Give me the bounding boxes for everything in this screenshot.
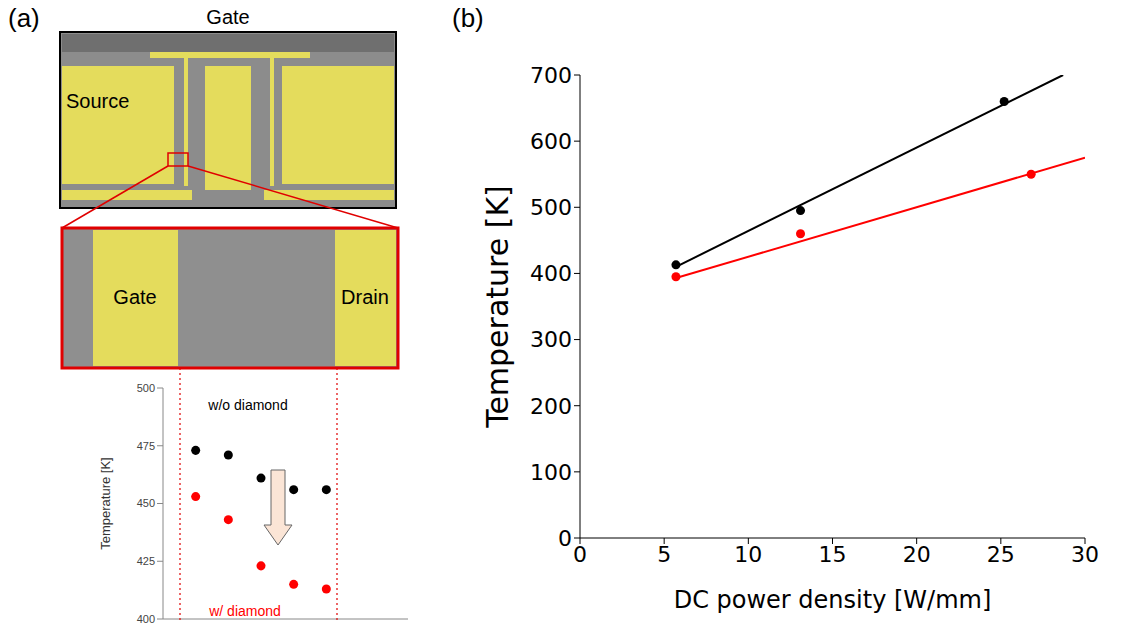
svg-text:400: 400 bbox=[530, 261, 572, 286]
html-text:Source: Source bbox=[66, 90, 130, 112]
svg-text:500: 500 bbox=[530, 195, 572, 220]
svg-text:10: 10 bbox=[734, 542, 762, 567]
svg-text:475: 475 bbox=[137, 440, 155, 452]
svg-text:425: 425 bbox=[137, 555, 155, 567]
svg-text:30: 30 bbox=[1071, 542, 1099, 567]
html-text:(b): (b) bbox=[452, 3, 484, 33]
html-text:w/ diamond: w/ diamond bbox=[209, 603, 281, 619]
html-text:Gate: Gate bbox=[113, 286, 157, 308]
svg-text:DC power density [W/mm]: DC power density [W/mm] bbox=[674, 586, 992, 614]
svg-text:5: 5 bbox=[657, 542, 671, 567]
svg-text:15: 15 bbox=[819, 542, 847, 567]
svg-text:500: 500 bbox=[137, 382, 155, 394]
html-text:Drain: Drain bbox=[341, 286, 389, 308]
svg-text:0: 0 bbox=[558, 526, 572, 551]
svg-text:20: 20 bbox=[903, 542, 931, 567]
svg-text:25: 25 bbox=[987, 542, 1015, 567]
svg-text:0: 0 bbox=[573, 542, 587, 567]
svg-text:450: 450 bbox=[137, 497, 155, 509]
html-text:(a): (a) bbox=[8, 3, 40, 33]
svg-text:400: 400 bbox=[137, 613, 155, 625]
svg-text:100: 100 bbox=[530, 460, 572, 485]
html-text:w/o diamond: w/o diamond bbox=[208, 397, 288, 413]
html-text:Gate: Gate bbox=[206, 6, 250, 28]
svg-text:700: 700 bbox=[530, 63, 572, 88]
svg-text:600: 600 bbox=[530, 129, 572, 154]
svg-text:Temperature [K]: Temperature [K] bbox=[98, 457, 113, 550]
svg-text:300: 300 bbox=[530, 327, 572, 352]
svg-text:200: 200 bbox=[530, 394, 572, 419]
svg-text:Temperature [K]: Temperature [K] bbox=[480, 185, 515, 429]
